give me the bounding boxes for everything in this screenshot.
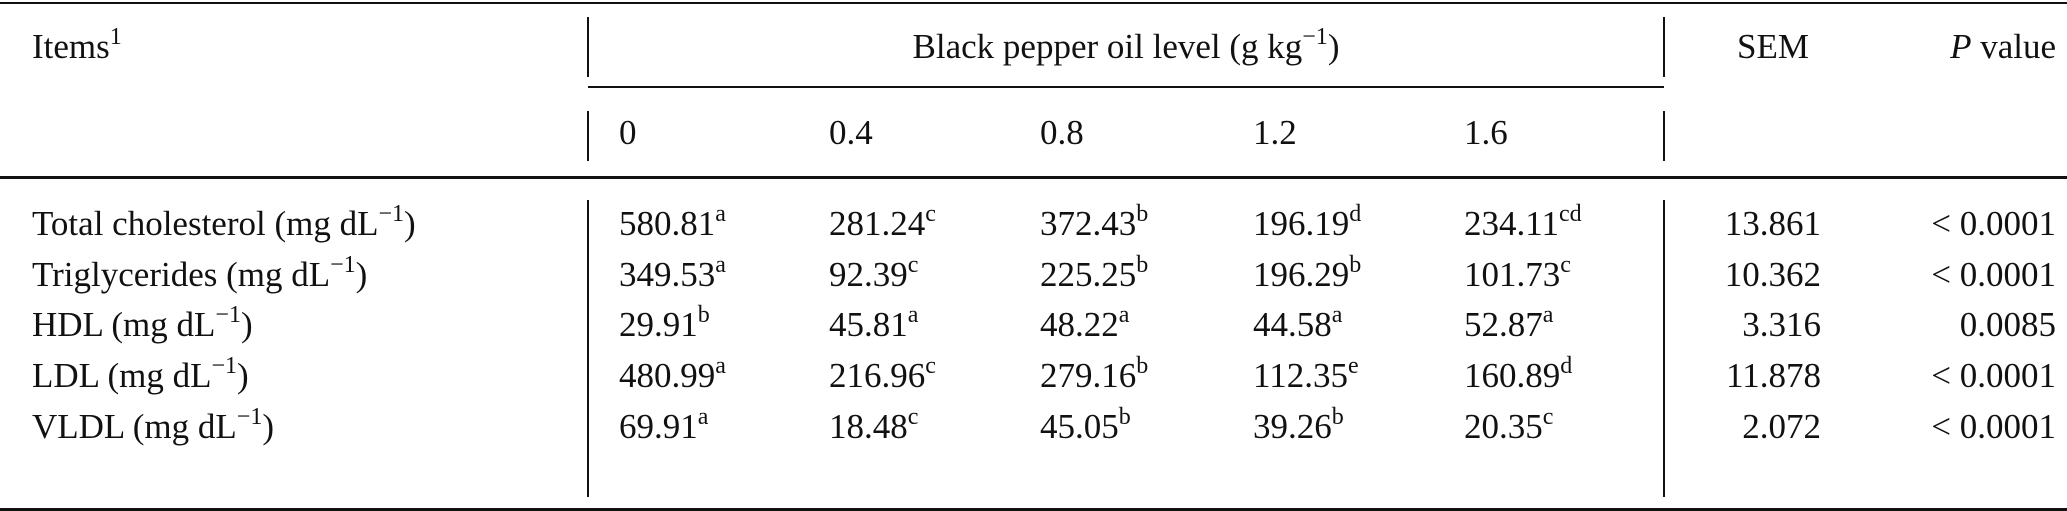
divider <box>1663 111 1665 161</box>
value-cell: 18.48c <box>829 404 919 446</box>
value-cell: 372.43b <box>1040 201 1149 243</box>
value-cell: 20.35c <box>1464 404 1554 446</box>
value-cell: 112.35e <box>1253 353 1359 395</box>
value-cell: 92.39c <box>829 252 919 294</box>
value-cell: 160.89d <box>1464 353 1573 395</box>
value-cell: 580.81a <box>619 201 726 243</box>
value-cell: 225.25b <box>1040 252 1149 294</box>
sem-cell: 3.316 <box>1742 305 1821 344</box>
header-rule <box>0 176 2067 179</box>
item-label: VLDL (mg dL−1) <box>32 404 274 446</box>
p-value-header: P value <box>1950 27 2056 66</box>
level-header: 1.6 <box>1464 113 1508 152</box>
value-cell: 216.96c <box>829 353 936 395</box>
sem-cell: 10.362 <box>1724 255 1821 294</box>
p-value-cell: < 0.0001 <box>1931 356 2056 395</box>
item-label: LDL (mg dL−1) <box>32 353 249 395</box>
items-header: Items1 <box>32 24 122 66</box>
value-cell: 349.53a <box>619 252 726 294</box>
divider <box>1663 17 1665 77</box>
sem-cell: 11.878 <box>1726 356 1821 395</box>
divider <box>1663 200 1665 497</box>
p-value-cell: < 0.0001 <box>1931 255 2056 294</box>
value-cell: 281.24c <box>829 201 936 243</box>
sem-cell: 2.072 <box>1742 407 1821 446</box>
value-cell: 29.91b <box>619 302 710 344</box>
item-label: Total cholesterol (mg dL−1) <box>32 201 416 243</box>
sem-cell: 13.861 <box>1724 204 1821 243</box>
divider <box>587 111 589 161</box>
divider <box>587 17 589 77</box>
level-header: 0.4 <box>829 113 873 152</box>
level-header: 1.2 <box>1253 113 1297 152</box>
value-cell: 196.19d <box>1253 201 1362 243</box>
p-value-cell: < 0.0001 <box>1931 407 2056 446</box>
value-cell: 39.26b <box>1253 404 1344 446</box>
divider <box>587 200 589 497</box>
bottom-rule <box>0 508 2067 511</box>
p-value-cell: < 0.0001 <box>1931 204 2056 243</box>
value-cell: 45.05b <box>1040 404 1131 446</box>
value-cell: 52.87a <box>1464 302 1554 344</box>
value-cell: 45.81a <box>829 302 919 344</box>
p-value-cell: 0.0085 <box>1959 305 2056 344</box>
value-cell: 101.73c <box>1464 252 1571 294</box>
value-cell: 279.16b <box>1040 353 1149 395</box>
value-cell: 234.11cd <box>1464 201 1582 243</box>
level-header: 0.8 <box>1040 113 1084 152</box>
sem-header: SEM <box>1737 27 1809 66</box>
value-cell: 44.58a <box>1253 302 1343 344</box>
value-cell: 48.22a <box>1040 302 1130 344</box>
value-cell: 69.91a <box>619 404 709 446</box>
value-cell: 196.29b <box>1253 252 1362 294</box>
item-label: Triglycerides (mg dL−1) <box>32 252 368 294</box>
level-header: 0 <box>619 113 637 152</box>
item-label: HDL (mg dL−1) <box>32 302 253 344</box>
value-cell: 480.99a <box>619 353 726 395</box>
group-rule <box>588 86 1664 88</box>
top-rule <box>0 2 2067 4</box>
group-header: Black pepper oil level (g kg−1) <box>912 24 1340 66</box>
